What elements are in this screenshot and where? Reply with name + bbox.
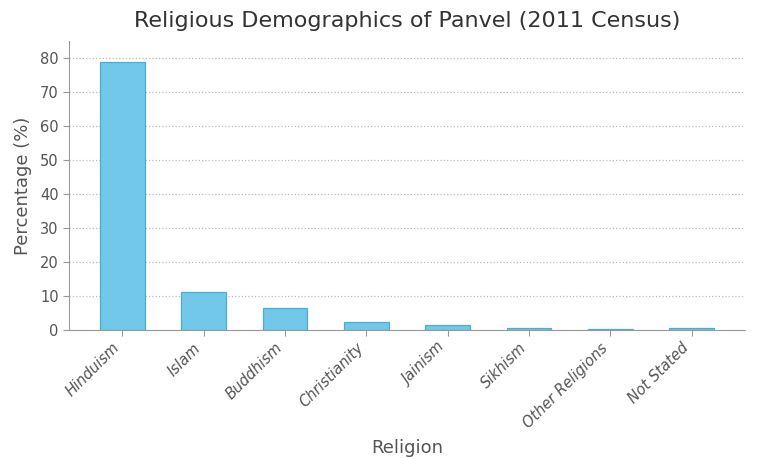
Bar <box>425 325 470 330</box>
Y-axis label: Percentage (%): Percentage (%) <box>14 116 31 255</box>
Bar <box>181 292 226 330</box>
Bar <box>263 308 307 330</box>
Title: Religious Demographics of Panvel (2011 Census): Religious Demographics of Panvel (2011 C… <box>134 11 680 31</box>
Bar <box>100 61 144 330</box>
Bar <box>507 328 551 330</box>
Bar <box>344 322 389 330</box>
X-axis label: Religion: Religion <box>371 439 443 457</box>
Bar <box>670 328 714 330</box>
